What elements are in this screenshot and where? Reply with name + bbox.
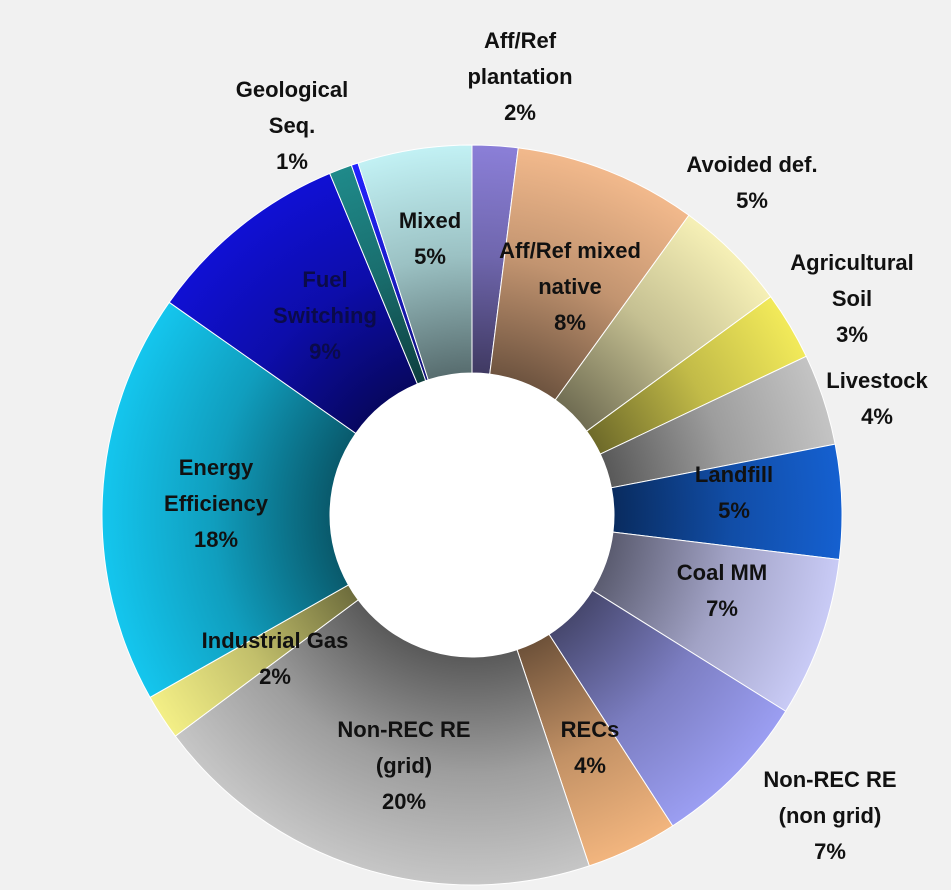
label-industrial-gas: Industrial Gas 2%: [202, 628, 349, 689]
label-geological-seq: Geological Seq. 1%: [236, 77, 348, 174]
label-recs: RECs 4%: [561, 717, 620, 778]
slice-group: [101, 144, 843, 886]
label-non-rec-re-non-grid: Non-REC RE (non grid) 7%: [763, 767, 896, 864]
label-landfill: Landfill 5%: [695, 462, 773, 523]
label-fuel-switching: Fuel Switching 9%: [273, 267, 377, 364]
label-aff-ref-mixed-native: Aff/Ref mixed native 8%: [499, 238, 641, 335]
label-energy-efficiency: Energy Efficiency 18%: [164, 455, 269, 552]
label-non-rec-re-grid: Non-REC RE (grid) 20%: [337, 717, 470, 814]
label-avoided-def: Avoided def. 5%: [686, 152, 817, 213]
label-aff-ref-plantation: Aff/Ref plantation 2%: [467, 28, 572, 125]
label-mixed: Mixed 5%: [399, 208, 461, 269]
label-livestock: Livestock 4%: [826, 368, 928, 429]
label-coal-mm: Coal MM 7%: [677, 560, 767, 621]
label-group: Aff/Ref plantation 2% Aff/Ref mixed native 8%…: [164, 28, 928, 864]
label-agricultural-soil: Agricultural Soil 3%: [790, 250, 913, 347]
donut-hole: [330, 373, 614, 657]
